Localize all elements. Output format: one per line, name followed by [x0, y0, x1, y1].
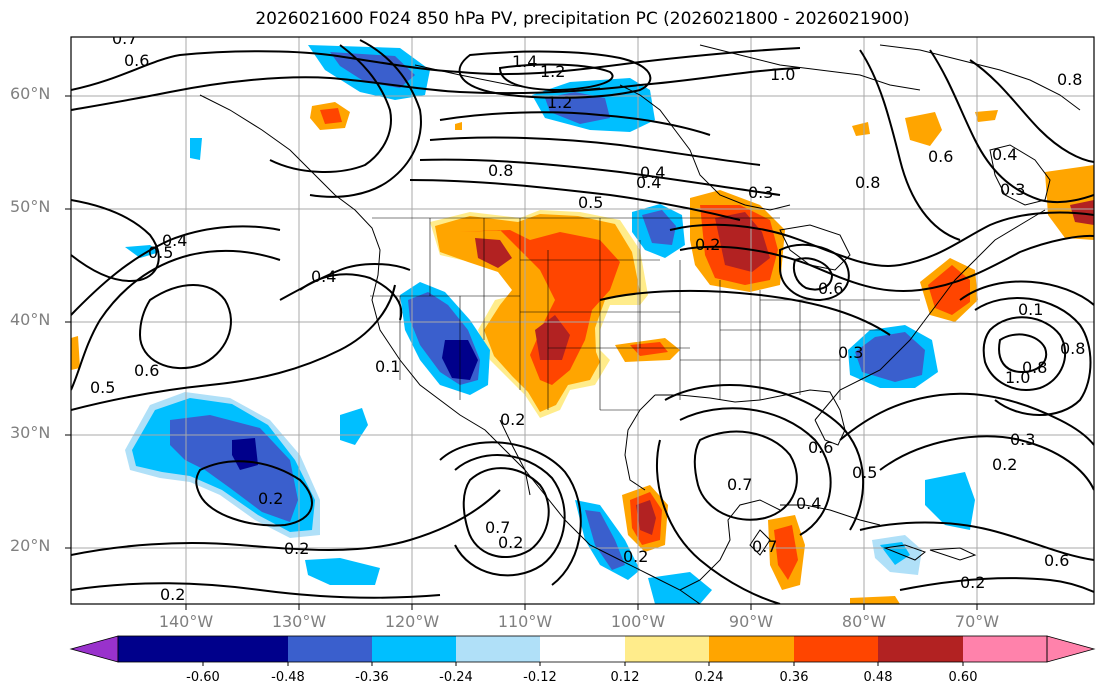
map-frame — [70, 36, 1095, 605]
contour-label: 0.1 — [375, 357, 400, 376]
contour-label: 0.4 — [162, 231, 187, 250]
contour-label: 1.4 — [512, 52, 537, 71]
colorbar-tick-label: -0.12 — [523, 670, 557, 685]
lon-label-120w: 120°W — [384, 612, 440, 631]
colorbar-tick-label: 0.60 — [948, 670, 978, 685]
colorbar-tick-label: -0.48 — [271, 670, 305, 685]
contour-label: 0.4 — [311, 267, 336, 286]
colorbar-tick-label: 0.48 — [863, 670, 893, 685]
lat-label-30n: 30°N — [10, 423, 51, 442]
contour-label: 0.2 — [695, 235, 720, 254]
pv-contours — [71, 39, 1094, 604]
lon-label-70w: 70°W — [954, 612, 1000, 631]
contour-label: 0.2 — [498, 533, 523, 552]
contour-label: 0.5 — [148, 243, 173, 262]
colorbar-tick-label: -0.36 — [355, 670, 389, 685]
contour-label: 0.6 — [808, 438, 833, 457]
lon-label-140w: 140°W — [158, 612, 214, 631]
contour-label: 0.5 — [90, 378, 115, 397]
contour-labels: 0.7 0.6 1.4 1.2 1.2 1.0 0.8 0.8 0.4 0.5 … — [90, 29, 1085, 604]
colorbar — [69, 635, 1096, 666]
contour-label: 0.6 — [928, 147, 953, 166]
contour-label: 0.2 — [160, 585, 185, 604]
contour-label: 0.7 — [112, 29, 137, 48]
contour-label: 0.2 — [500, 410, 525, 429]
map-plot-area: 0.7 0.6 1.4 1.2 1.2 1.0 0.8 0.8 0.4 0.5 … — [71, 29, 1094, 604]
contour-label: 1.0 — [1005, 368, 1030, 387]
contour-label: 0.4 — [796, 494, 821, 513]
contour-label: 0.8 — [488, 161, 513, 180]
contour-label: 0.3 — [1010, 430, 1035, 449]
contour-label: 0.3 — [748, 183, 773, 202]
lat-label-50n: 50°N — [10, 197, 51, 216]
lon-label-110w: 110°W — [497, 612, 553, 631]
lon-label-80w: 80°W — [841, 612, 887, 631]
contour-label: 0.6 — [124, 51, 149, 70]
contour-label: 0.2 — [960, 573, 985, 592]
contour-label: 0.7 — [727, 475, 752, 494]
lon-label-130w: 130°W — [271, 612, 327, 631]
contour-label: 0.4 — [636, 173, 661, 192]
contour-label: 0.6 — [818, 279, 843, 298]
contour-label: 0.4 — [640, 163, 665, 182]
contour-label: 0.7 — [485, 518, 510, 537]
contour-label: 0.8 — [1057, 70, 1082, 89]
map-title: 2026021600 F024 850 hPa PV, precipitatio… — [255, 9, 910, 29]
coastlines — [199, 44, 1081, 604]
contour-label: 0.1 — [1018, 300, 1043, 319]
contour-label: 0.4 — [992, 145, 1017, 164]
contour-label: 0.5 — [852, 463, 877, 482]
contour-label: 0.8 — [1022, 358, 1047, 377]
contour-label: 1.0 — [770, 65, 795, 84]
state-borders — [370, 217, 920, 411]
contour-label: 0.6 — [1044, 551, 1069, 570]
colorbar-tick-label: -0.24 — [439, 670, 473, 685]
contour-label: 0.5 — [578, 193, 603, 212]
colorbar-tick-label: 0.36 — [779, 670, 809, 685]
contour-label: 1.2 — [540, 62, 565, 81]
map-gridlines — [71, 37, 1094, 604]
contour-label: 0.8 — [855, 173, 880, 192]
contour-label: 0.6 — [134, 361, 159, 380]
contour-label: 0.2 — [992, 455, 1017, 474]
contour-label: 0.2 — [284, 539, 309, 558]
contour-label: 0.2 — [258, 489, 283, 508]
precip-shading — [71, 45, 1094, 604]
contour-label: 0.8 — [1060, 339, 1085, 358]
lat-label-20n: 20°N — [10, 536, 51, 555]
colorbar-tick-label: -0.60 — [186, 670, 220, 685]
colorbar-tick-label: 0.12 — [610, 670, 640, 685]
contour-label: 0.3 — [838, 343, 863, 362]
colorbar-tick-label: 0.24 — [694, 670, 724, 685]
contour-label: 1.2 — [547, 93, 572, 112]
lat-label-40n: 40°N — [10, 310, 51, 329]
axis-ticks — [65, 95, 978, 610]
contour-label: 0.7 — [752, 537, 777, 556]
contour-label: 0.3 — [1000, 180, 1025, 199]
lon-label-90w: 90°W — [728, 612, 774, 631]
contour-label: 0.2 — [623, 547, 648, 566]
lon-label-100w: 100°W — [610, 612, 666, 631]
lat-label-60n: 60°N — [10, 84, 51, 103]
